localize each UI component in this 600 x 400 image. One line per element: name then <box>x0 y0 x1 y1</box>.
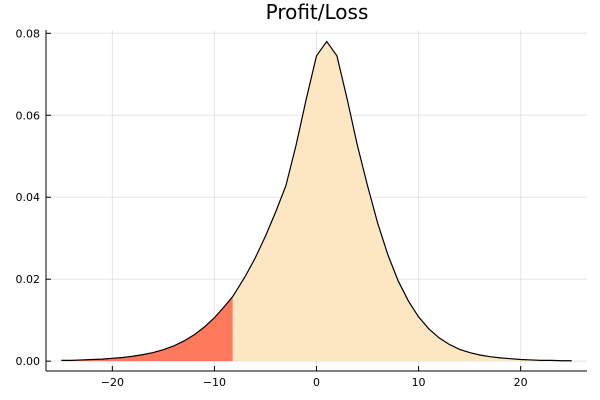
y-tick-label: 0.02 <box>16 273 41 286</box>
y-tick-label: 0.06 <box>16 109 41 122</box>
x-tick-label: 0 <box>313 376 320 389</box>
density-curve <box>61 40 572 362</box>
x-tick-label: −10 <box>203 376 226 389</box>
y-tick-label: 0.00 <box>16 355 41 368</box>
density-line <box>61 40 572 362</box>
profit-region <box>232 41 572 362</box>
chart-title: Profit/Loss <box>266 0 369 24</box>
loss-region <box>61 296 233 362</box>
y-tick-label: 0.08 <box>16 27 41 40</box>
x-tick-label: 20 <box>514 376 528 389</box>
y-tick-label: 0.04 <box>16 191 41 204</box>
x-tick-label: 10 <box>412 376 426 389</box>
ticks: −20 −10 0 10 20 0.00 0.02 0.04 0.06 0.08 <box>16 27 528 389</box>
x-tick-label: −20 <box>101 376 124 389</box>
shaded-areas <box>61 41 572 362</box>
